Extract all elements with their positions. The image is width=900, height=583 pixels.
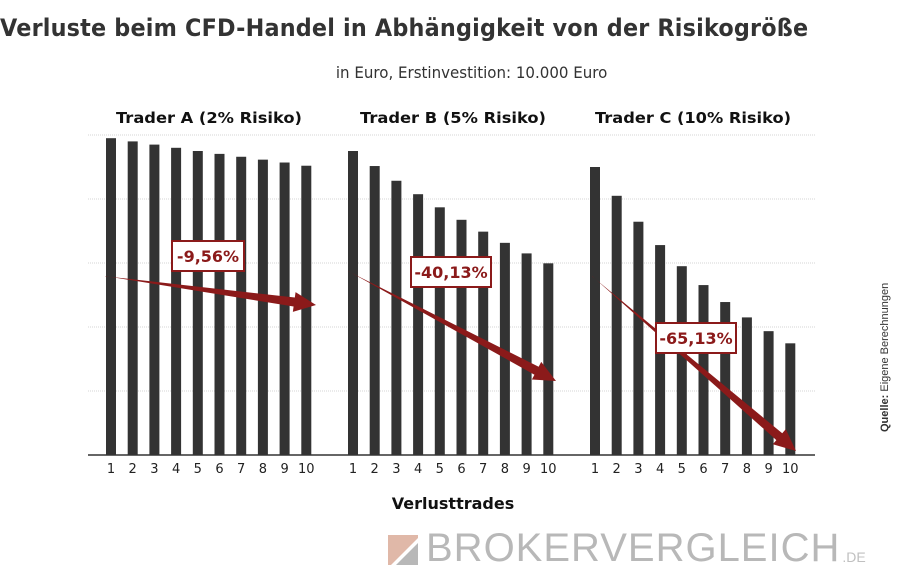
logo-suffix: .DE [842, 549, 866, 565]
x-tick-label: 7 [479, 462, 487, 477]
bar [543, 263, 554, 455]
bar [391, 180, 402, 455]
panel-title: Trader B (5% Risiko) [360, 109, 546, 127]
x-tick-label: 10 [540, 462, 557, 477]
x-tick-label: 1 [591, 462, 599, 477]
bar [106, 138, 116, 455]
bar [456, 219, 467, 455]
logo-text: BROKERVERGLEICH [426, 526, 841, 570]
bar [763, 331, 774, 455]
bar [741, 317, 752, 455]
chart-title: Verluste beim CFD-Handel in Abhängigkeit… [0, 14, 809, 42]
bar [499, 242, 510, 455]
bar [348, 151, 358, 455]
bar [369, 166, 380, 456]
bar [171, 147, 182, 456]
x-tick-label: 4 [172, 462, 180, 477]
x-tick-label: 3 [150, 462, 158, 477]
logo-mark-icon [388, 535, 418, 565]
trend-arrow [591, 276, 796, 451]
x-tick-label: 2 [129, 462, 137, 477]
trend-arrow [104, 276, 316, 312]
x-tick-label: 2 [371, 462, 379, 477]
gridlines [88, 134, 815, 456]
annotation-label: -9,56% [177, 247, 239, 266]
x-tick-label: 10 [298, 462, 315, 477]
x-tick-label: 8 [501, 462, 509, 477]
x-tick-label: 1 [107, 462, 115, 477]
x-tick-label: 10 [782, 462, 799, 477]
panel-trader-a: Trader A (2% Risiko) 1 2 3 4 5 6 7 8 9 10 -9,56% [104, 109, 316, 477]
bar [676, 266, 687, 455]
panel-trader-b: Trader B (5% Risiko) 1 2 3 4 5 6 7 8 9 10 -40,13% [347, 109, 557, 477]
x-tick-label: 6 [699, 462, 707, 477]
brokervergleich-logo: BROKERVERGLEICH .DE [388, 526, 866, 570]
bar [521, 253, 532, 455]
bar [590, 167, 600, 455]
panel-title: Trader C (10% Risiko) [595, 109, 791, 127]
bar [149, 144, 160, 455]
x-tick-label: 7 [237, 462, 245, 477]
x-tick-label: 8 [259, 462, 267, 477]
annotation-label: -40,13% [414, 263, 487, 282]
annotation-label: -65,13% [659, 329, 732, 348]
x-tick-label: 5 [678, 462, 686, 477]
x-tick-label: 9 [280, 462, 288, 477]
bar [214, 153, 225, 455]
trend-arrow [347, 271, 556, 381]
source-note: Quelle: Eigene Berechnungen [879, 283, 891, 432]
annotation-box [410, 256, 492, 288]
x-tick-label: 5 [436, 462, 444, 477]
bar [279, 162, 290, 455]
bar [720, 302, 731, 455]
bar [785, 343, 796, 455]
x-tick-label: 4 [414, 462, 422, 477]
bar [434, 207, 445, 455]
x-tick-label: 3 [634, 462, 642, 477]
x-tick-label: 8 [743, 462, 751, 477]
x-tick-label: 9 [764, 462, 772, 477]
x-tick-label: 2 [613, 462, 621, 477]
source-text: Eigene Berechnungen [879, 282, 891, 395]
bar [413, 194, 424, 455]
bar [192, 151, 203, 455]
bar [611, 195, 622, 456]
panel-title: Trader A (2% Risiko) [116, 109, 302, 127]
bar [633, 221, 644, 455]
x-tick-label: 7 [721, 462, 729, 477]
x-tick-label: 5 [194, 462, 202, 477]
bar [257, 159, 268, 455]
panel-trader-c: Trader C (10% Risiko) 1 2 3 4 5 6 7 8 9 10 -65,13% [590, 109, 799, 477]
bar [127, 141, 138, 455]
x-tick-label: 6 [457, 462, 465, 477]
x-tick-label: 1 [349, 462, 357, 477]
x-tick-label: 4 [656, 462, 664, 477]
source-label: Quelle: [879, 394, 891, 432]
annotation-box [655, 322, 737, 354]
chart-subtitle: in Euro, Erstinvestition: 10.000 Euro [335, 63, 608, 82]
x-tick-label: 3 [392, 462, 400, 477]
x-axis-label: Verlusttrades [392, 494, 514, 513]
bar [236, 156, 247, 455]
x-tick-label: 9 [522, 462, 530, 477]
annotation-box [171, 240, 245, 272]
bar [301, 165, 312, 455]
x-tick-label: 6 [215, 462, 223, 477]
